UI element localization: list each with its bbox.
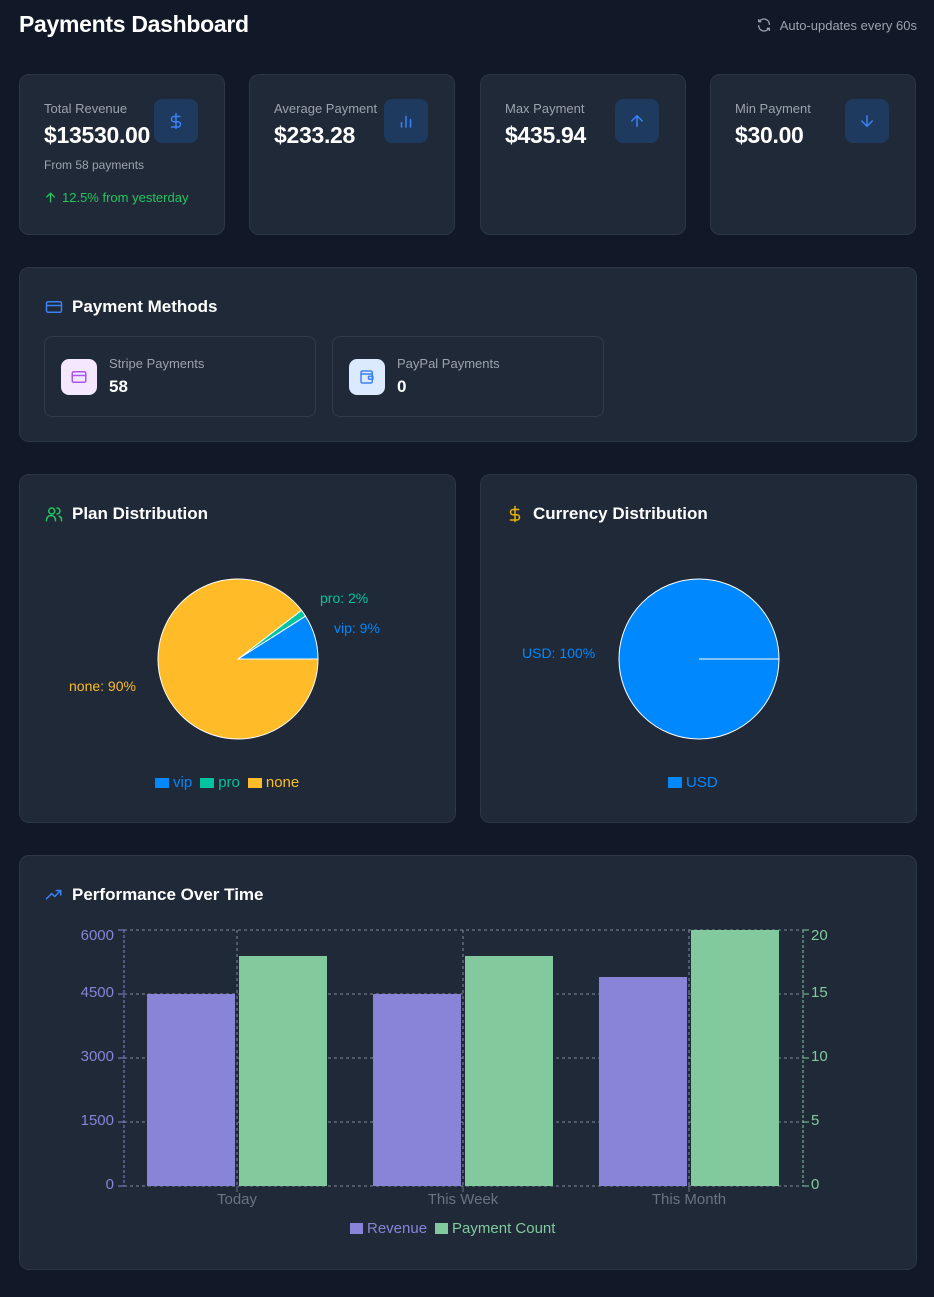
y-left-tick: 6000 bbox=[80, 927, 114, 944]
y-left-tick: 3000 bbox=[80, 1048, 114, 1065]
stat-value: $30.00 bbox=[735, 122, 804, 148]
method-card-paypal: PayPal Payments 0 bbox=[332, 336, 604, 417]
plan-distribution-title: Plan Distribution bbox=[45, 504, 208, 524]
stat-card-total-revenue: Total Revenue $13530.00 From 58 payments… bbox=[19, 74, 225, 235]
bar-revenue-this-week[interactable] bbox=[373, 994, 461, 1186]
bar-count-this-week[interactable] bbox=[465, 956, 553, 1186]
pie-label-vip: vip: 9% bbox=[334, 620, 380, 636]
currency-pie-chart bbox=[618, 578, 780, 740]
refresh-icon bbox=[757, 18, 770, 32]
plan-legend: vip pro none bbox=[155, 774, 299, 791]
legend-item-usd[interactable]: USD bbox=[668, 774, 718, 791]
x-tick-this-month: This Month bbox=[651, 1191, 727, 1208]
y-right-tick: 20 bbox=[811, 927, 828, 944]
dollar-icon bbox=[170, 112, 182, 130]
trend-up-icon bbox=[46, 192, 55, 203]
legend-item-vip[interactable]: vip bbox=[155, 774, 192, 791]
method-label: Stripe Payments bbox=[109, 356, 205, 371]
payment-methods-title: Payment Methods bbox=[45, 297, 217, 317]
performance-legend: Revenue Payment Count bbox=[350, 1220, 555, 1237]
pie-slice-none[interactable] bbox=[157, 578, 319, 740]
bar-chart-icon-badge bbox=[384, 99, 428, 143]
arrow-down-icon-badge bbox=[845, 99, 889, 143]
dollar-icon bbox=[509, 505, 521, 523]
payment-methods-panel: Payment Methods Stripe Payments 58 PayPa… bbox=[19, 267, 917, 442]
stat-label: Average Payment bbox=[274, 101, 378, 116]
method-value: 0 bbox=[397, 377, 407, 396]
stat-label: Max Payment bbox=[505, 101, 585, 116]
stat-trend: 12.5% from yesterday bbox=[44, 190, 200, 205]
plan-pie-chart bbox=[157, 578, 319, 740]
arrow-up-icon bbox=[631, 115, 643, 127]
stat-subtext: From 58 payments bbox=[44, 158, 145, 172]
stat-value: $435.94 bbox=[505, 122, 587, 148]
y-left-tick: 1500 bbox=[80, 1112, 114, 1129]
performance-panel: Performance Over Time bbox=[19, 855, 917, 1270]
arrow-up-icon-badge bbox=[615, 99, 659, 143]
pie-label-pro: pro: 2% bbox=[320, 590, 369, 606]
stat-value: $13530.00 bbox=[44, 122, 151, 148]
method-value: 58 bbox=[109, 377, 128, 396]
legend-item-none[interactable]: none bbox=[247, 774, 299, 791]
bar-revenue-today[interactable] bbox=[147, 994, 235, 1186]
credit-card-icon bbox=[71, 370, 87, 383]
legend-item-payment-count[interactable]: Payment Count bbox=[435, 1220, 555, 1237]
y-left-tick: 4500 bbox=[80, 984, 114, 1001]
plan-distribution-panel: Plan Distribution pro: 2% vip: 9% none: … bbox=[19, 474, 456, 823]
trending-up-icon bbox=[45, 889, 62, 900]
y-right-tick: 0 bbox=[811, 1176, 820, 1193]
y-left-tick: 0 bbox=[105, 1176, 114, 1193]
legend-item-revenue[interactable]: Revenue bbox=[350, 1220, 427, 1237]
legend-item-pro[interactable]: pro bbox=[200, 774, 240, 791]
dollar-icon-badge bbox=[154, 99, 198, 143]
stat-card-min-payment: Min Payment $30.00 bbox=[710, 74, 916, 235]
bar-chart-icon bbox=[400, 115, 412, 128]
y-right-tick: 15 bbox=[811, 984, 828, 1001]
arrow-down-icon bbox=[861, 115, 873, 127]
x-tick-today: Today bbox=[216, 1191, 258, 1208]
x-tick-this-week: This Week bbox=[427, 1191, 499, 1208]
wallet-icon bbox=[360, 369, 374, 384]
performance-title: Performance Over Time bbox=[45, 885, 264, 905]
paypal-icon-badge bbox=[349, 358, 385, 395]
stat-label: Total Revenue bbox=[44, 101, 128, 116]
auto-update-status: Auto-updates every 60s bbox=[756, 17, 917, 33]
stat-label: Min Payment bbox=[735, 101, 811, 116]
y-right-tick: 5 bbox=[811, 1112, 820, 1129]
bar-revenue-this-month[interactable] bbox=[599, 977, 687, 1186]
currency-distribution-panel: Currency Distribution USD: 100% USD bbox=[480, 474, 917, 823]
method-label: PayPal Payments bbox=[397, 356, 500, 371]
bar-count-today[interactable] bbox=[239, 956, 327, 1186]
stripe-icon-badge bbox=[61, 358, 97, 395]
page-title: Payments Dashboard bbox=[19, 11, 249, 37]
pie-label-usd: USD: 100% bbox=[522, 645, 596, 661]
auto-update-text: Auto-updates every 60s bbox=[779, 17, 917, 33]
y-right-tick: 10 bbox=[811, 1048, 828, 1065]
stat-value: $233.28 bbox=[274, 122, 356, 148]
pie-label-none: none: 90% bbox=[69, 678, 136, 694]
performance-bar-chart bbox=[118, 929, 809, 1192]
method-card-stripe: Stripe Payments 58 bbox=[44, 336, 316, 417]
bar-count-this-month[interactable] bbox=[691, 930, 779, 1186]
stat-card-max-payment: Max Payment $435.94 bbox=[480, 74, 686, 235]
credit-card-icon bbox=[45, 301, 63, 313]
currency-distribution-title: Currency Distribution bbox=[506, 504, 708, 524]
stat-card-average-payment: Average Payment $233.28 bbox=[249, 74, 455, 235]
users-icon bbox=[45, 507, 63, 522]
currency-legend: USD bbox=[668, 774, 718, 791]
